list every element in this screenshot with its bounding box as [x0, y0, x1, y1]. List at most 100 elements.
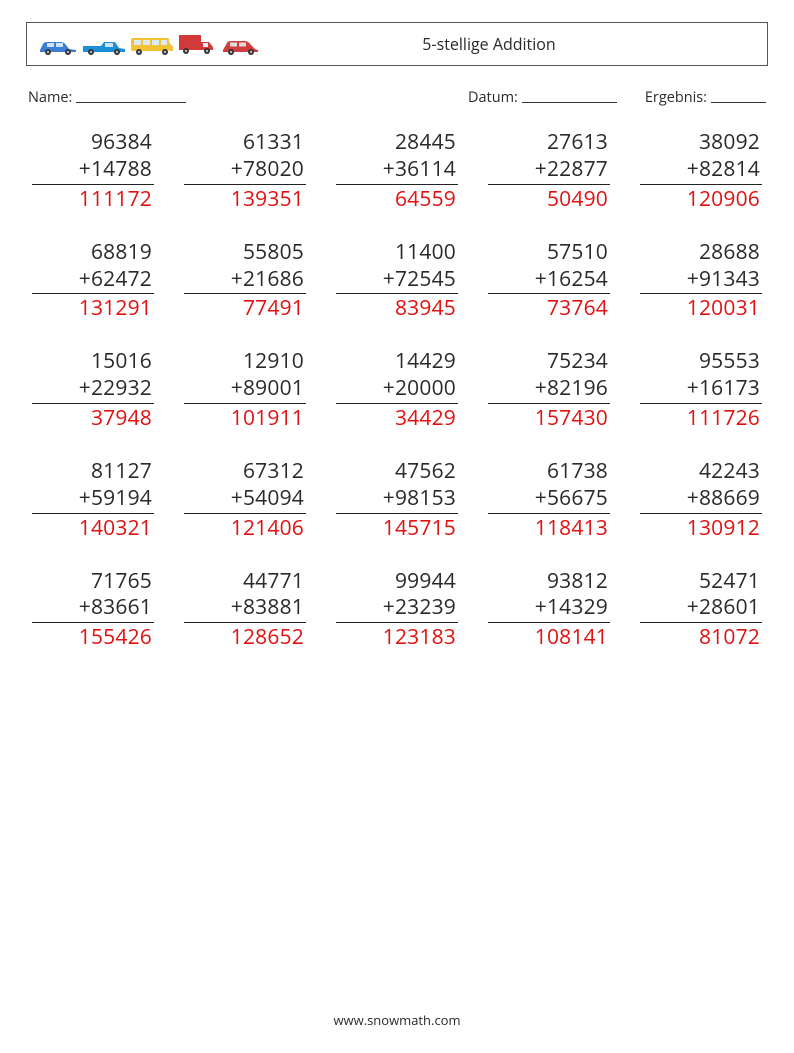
- operand-1: 55805: [184, 239, 306, 266]
- date-blank[interactable]: [522, 88, 617, 103]
- addition-problem: 14429+2000034429: [336, 348, 458, 432]
- operand-2: +54094: [184, 485, 306, 514]
- operand-1: 57510: [488, 239, 610, 266]
- addition-problem: 61738+56675118413: [488, 458, 610, 542]
- addition-problem: 27613+2287750490: [488, 129, 610, 213]
- operand-1: 42243: [640, 458, 762, 485]
- addition-problem: 68819+62472131291: [32, 239, 154, 323]
- truck-icon: [177, 32, 217, 56]
- operand-1: 28445: [336, 129, 458, 156]
- worksheet-title: 5-stellige Addition: [261, 33, 757, 55]
- operand-2: +56675: [488, 485, 610, 514]
- answer: 64559: [336, 185, 458, 213]
- answer: 118413: [488, 514, 610, 542]
- footer-text: www.snowmath.com: [0, 1011, 794, 1029]
- header-box: 5-stellige Addition: [26, 22, 768, 66]
- operand-1: 95553: [640, 348, 762, 375]
- answer: 130912: [640, 514, 762, 542]
- addition-problem: 44771+83881128652: [184, 568, 306, 652]
- operand-2: +20000: [336, 375, 458, 404]
- vehicle-icons: [37, 32, 261, 56]
- operand-2: +98153: [336, 485, 458, 514]
- addition-problem: 57510+1625473764: [488, 239, 610, 323]
- operand-1: 15016: [32, 348, 154, 375]
- name-label: Name:: [28, 88, 72, 107]
- answer: 101911: [184, 404, 306, 432]
- operand-1: 75234: [488, 348, 610, 375]
- operand-2: +82814: [640, 156, 762, 185]
- answer: 145715: [336, 514, 458, 542]
- car-icon: [37, 36, 79, 56]
- answer: 120031: [640, 294, 762, 322]
- operand-1: 12910: [184, 348, 306, 375]
- answer: 50490: [488, 185, 610, 213]
- operand-1: 11400: [336, 239, 458, 266]
- problem-grid: 96384+1478811117261331+7802013935128445+…: [26, 129, 768, 651]
- answer: 128652: [184, 623, 306, 651]
- score-blank[interactable]: [711, 88, 766, 103]
- operand-1: 28688: [640, 239, 762, 266]
- operand-2: +16173: [640, 375, 762, 404]
- operand-1: 68819: [32, 239, 154, 266]
- van-icon: [129, 34, 175, 56]
- addition-problem: 67312+54094121406: [184, 458, 306, 542]
- addition-problem: 55805+2168677491: [184, 239, 306, 323]
- operand-2: +91343: [640, 266, 762, 295]
- answer: 139351: [184, 185, 306, 213]
- answer: 121406: [184, 514, 306, 542]
- operand-2: +21686: [184, 266, 306, 295]
- addition-problem: 75234+82196157430: [488, 348, 610, 432]
- operand-1: 47562: [336, 458, 458, 485]
- operand-2: +16254: [488, 266, 610, 295]
- answer: 83945: [336, 294, 458, 322]
- answer: 73764: [488, 294, 610, 322]
- answer: 155426: [32, 623, 154, 651]
- date-label: Datum:: [468, 88, 518, 107]
- operand-1: 96384: [32, 129, 154, 156]
- answer: 140321: [32, 514, 154, 542]
- meta-row: Name: Datum: Ergebnis:: [26, 88, 768, 129]
- operand-1: 27613: [488, 129, 610, 156]
- answer: 34429: [336, 404, 458, 432]
- addition-problem: 11400+7254583945: [336, 239, 458, 323]
- operand-2: +83881: [184, 594, 306, 623]
- answer: 111726: [640, 404, 762, 432]
- operand-2: +72545: [336, 266, 458, 295]
- operand-2: +78020: [184, 156, 306, 185]
- answer: 37948: [32, 404, 154, 432]
- operand-2: +23239: [336, 594, 458, 623]
- operand-1: 61738: [488, 458, 610, 485]
- operand-1: 38092: [640, 129, 762, 156]
- pickup-icon: [81, 36, 127, 56]
- score-label: Ergebnis:: [645, 88, 707, 107]
- addition-problem: 52471+2860181072: [640, 568, 762, 652]
- addition-problem: 15016+2293237948: [32, 348, 154, 432]
- operand-2: +36114: [336, 156, 458, 185]
- operand-1: 14429: [336, 348, 458, 375]
- hatchback-icon: [219, 36, 261, 56]
- operand-2: +59194: [32, 485, 154, 514]
- addition-problem: 81127+59194140321: [32, 458, 154, 542]
- addition-problem: 28445+3611464559: [336, 129, 458, 213]
- operand-1: 44771: [184, 568, 306, 595]
- addition-problem: 71765+83661155426: [32, 568, 154, 652]
- name-blank[interactable]: [76, 88, 186, 103]
- operand-1: 52471: [640, 568, 762, 595]
- operand-1: 81127: [32, 458, 154, 485]
- addition-problem: 95553+16173111726: [640, 348, 762, 432]
- operand-2: +14788: [32, 156, 154, 185]
- addition-problem: 61331+78020139351: [184, 129, 306, 213]
- addition-problem: 96384+14788111172: [32, 129, 154, 213]
- operand-2: +22932: [32, 375, 154, 404]
- addition-problem: 12910+89001101911: [184, 348, 306, 432]
- answer: 77491: [184, 294, 306, 322]
- addition-problem: 28688+91343120031: [640, 239, 762, 323]
- operand-2: +83661: [32, 594, 154, 623]
- operand-2: +62472: [32, 266, 154, 295]
- answer: 157430: [488, 404, 610, 432]
- addition-problem: 38092+82814120906: [640, 129, 762, 213]
- addition-problem: 42243+88669130912: [640, 458, 762, 542]
- operand-2: +82196: [488, 375, 610, 404]
- answer: 108141: [488, 623, 610, 651]
- operand-2: +28601: [640, 594, 762, 623]
